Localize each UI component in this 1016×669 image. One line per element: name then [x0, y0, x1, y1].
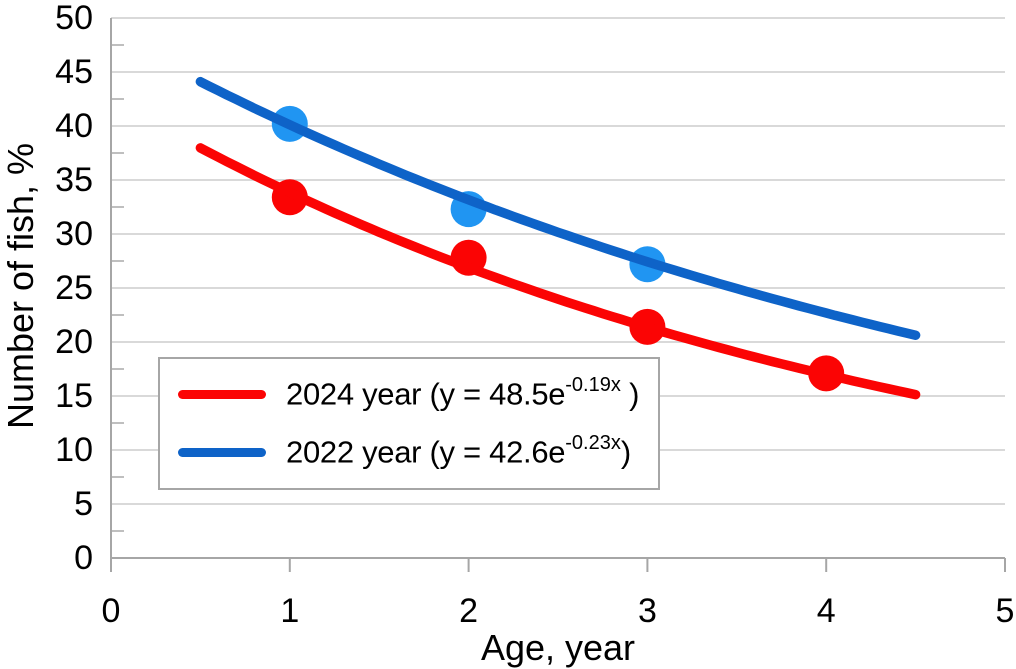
y-tick-label: 50	[55, 0, 93, 37]
y-tick-label: 10	[55, 431, 93, 469]
legend-label-2022: 2022 year (y = 42.6e-0.23x)	[286, 432, 631, 470]
legend-exponent: -0.23x	[565, 432, 621, 455]
x-tick-label: 5	[996, 592, 1015, 630]
y-tick-label: 30	[55, 215, 93, 253]
y-tick-label: 35	[55, 161, 93, 199]
x-tick-label: 4	[817, 592, 836, 630]
x-tick-label: 2	[459, 592, 478, 630]
y-tick-label: 20	[55, 323, 93, 361]
legend-item-2022: 2022 year (y = 42.6e-0.23x)	[178, 424, 658, 482]
y-axis-title: Number of fish, %	[0, 142, 41, 430]
y-tick-label: 40	[55, 107, 93, 145]
x-tick-label: 0	[102, 592, 121, 630]
x-tick-label: 3	[638, 592, 657, 630]
y-tick-label: 45	[55, 53, 93, 91]
legend-label-2024: 2024 year (y = 48.5e-0.19x )	[286, 374, 640, 412]
legend-swatch-blue-line	[178, 448, 266, 457]
legend-exponent: -0.19x	[565, 374, 621, 397]
y-tick-label: 0	[74, 539, 93, 577]
y-tick-label: 25	[55, 269, 93, 307]
x-tick-label: 1	[280, 592, 299, 630]
y-tick-label: 5	[74, 485, 93, 523]
y-tick-label: 15	[55, 377, 93, 415]
trend-line-series-0	[195, 143, 921, 400]
trend-line-series-1	[195, 76, 921, 340]
legend: 2024 year (y = 48.5e-0.19x ) 2022 year (…	[158, 357, 660, 490]
legend-item-2024: 2024 year (y = 48.5e-0.19x )	[178, 366, 658, 424]
legend-swatch-red-line	[178, 390, 266, 399]
x-axis-title: Age, year	[480, 627, 636, 668]
